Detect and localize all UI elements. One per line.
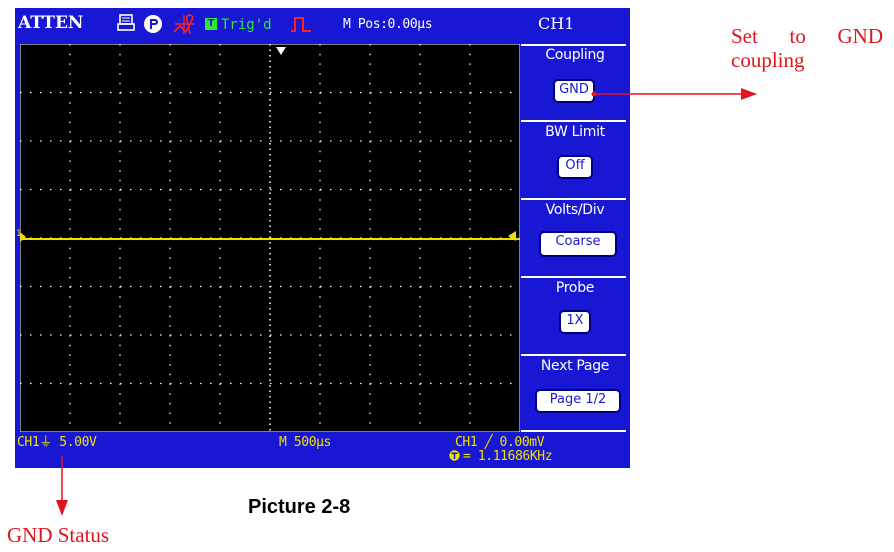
ch1-marker-label: 1 [16, 229, 22, 239]
oscilloscope-screen: ATTEN T Trig'd M Pos:0.00µs CH1 1 [15, 8, 630, 468]
waveform-grid [20, 44, 520, 432]
bottom-status-bar: CH1⏚ 5.00V M 500µs CH1 ╱ 0.00mV = 1.1168… [15, 432, 630, 468]
menu-position: M Pos:0.00µs [343, 17, 433, 32]
trigger-frequency-icon [449, 450, 460, 461]
menu-label-coupling: Coupling [545, 47, 605, 63]
trigger-level: CH1 ╱ 0.00mV [455, 435, 545, 450]
menu-label-next-page: Next Page [540, 358, 610, 374]
print-icon [117, 14, 135, 31]
p-circle-icon [144, 15, 162, 33]
annotation-set-to-gnd: Set to GND coupling [731, 24, 883, 72]
menu-divider [521, 430, 626, 432]
coupling-value-button[interactable]: GND [553, 79, 595, 103]
ch1-scale: CH1⏚ 5.00V [17, 435, 97, 450]
timebase: M 500µs [279, 435, 331, 450]
menu-divider [521, 198, 626, 200]
ch1-ground-marker-icon [20, 232, 26, 242]
trigger-badge-icon: T [205, 18, 217, 30]
top-status-bar: ATTEN T Trig'd M Pos:0.00µs CH1 [15, 8, 630, 44]
annotation-gnd-status: GND Status [7, 523, 110, 547]
arrow-right-icon [741, 88, 757, 100]
wave-icon [173, 14, 194, 35]
menu-label-volts-div: Volts/Div [545, 202, 605, 218]
trigger-position-marker-icon [276, 47, 286, 55]
brand-logo: ATTEN [18, 13, 84, 33]
menu-label-probe: Probe [555, 280, 595, 296]
bw-limit-value-button[interactable]: Off [557, 155, 593, 179]
menu-divider [521, 120, 626, 122]
channel-title: CH1 [538, 14, 575, 33]
next-page-button[interactable]: Page 1/2 [535, 389, 621, 413]
trigger-state: Trig'd [221, 17, 272, 33]
figure-caption: Picture 2-8 [248, 496, 351, 518]
volts-div-value-button[interactable]: Coarse [539, 231, 617, 257]
probe-value-button[interactable]: 1X [559, 310, 591, 334]
pulse-icon [291, 17, 311, 32]
arrow-down-icon [56, 500, 68, 516]
menu-label-bw-limit: BW Limit [545, 124, 605, 140]
menu-divider [521, 44, 626, 46]
menu-divider [521, 276, 626, 278]
trigger-frequency: = 1.11686KHz [463, 449, 553, 464]
trace-level-marker-icon [508, 231, 516, 241]
side-menu: Coupling GND BW Limit Off Volts/Div Coar… [521, 44, 629, 432]
menu-divider [521, 354, 626, 356]
